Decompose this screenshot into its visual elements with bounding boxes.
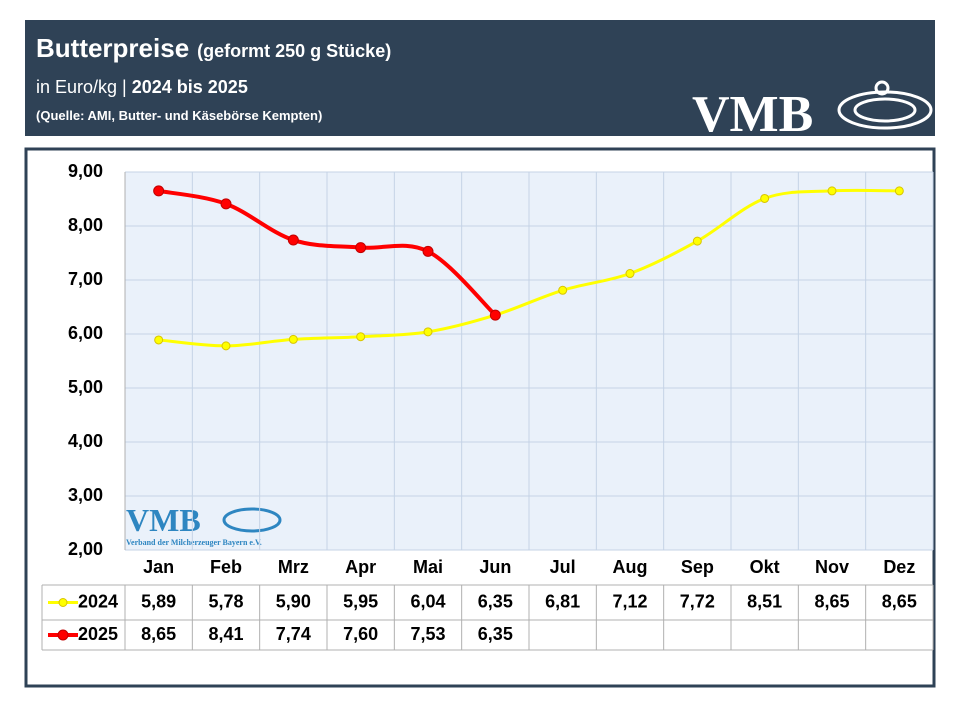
value-label: 8,41 (208, 624, 243, 644)
logo-icon (837, 80, 933, 130)
marker (153, 185, 165, 197)
marker (423, 327, 433, 337)
legend-label: 2025 (78, 624, 118, 644)
y-tick-label: 7,00 (68, 269, 103, 289)
x-tick-label: Apr (345, 557, 376, 577)
value-label: 7,12 (612, 591, 647, 611)
value-label: 6,35 (478, 624, 513, 644)
series-line (158, 188, 900, 348)
value-label: 6,35 (478, 591, 513, 611)
x-tick-label: Mai (413, 557, 443, 577)
watermark: VMB Verband der Milcherzeuger Bayern e.V… (126, 502, 282, 547)
value-label: 7,53 (410, 624, 445, 644)
marker (760, 193, 770, 203)
value-label: 5,89 (141, 591, 176, 611)
x-tick-label: Feb (210, 557, 242, 577)
value-label: 5,78 (208, 591, 243, 611)
value-label: 7,72 (680, 591, 715, 611)
x-tick-label: Sep (681, 557, 714, 577)
watermark-text: Verband der Milcherzeuger Bayern e.V. (126, 538, 262, 547)
title-main: Butterpreise (36, 33, 189, 63)
value-label: 8,65 (814, 591, 849, 611)
legend-label: 2024 (78, 591, 118, 611)
y-tick-label: 6,00 (68, 323, 103, 343)
y-tick-label: 8,00 (68, 215, 103, 235)
logo: VMB (692, 86, 813, 143)
marker (558, 285, 568, 295)
x-tick-label: Jun (479, 557, 511, 577)
y-tick-label: 5,00 (68, 377, 103, 397)
marker (422, 245, 434, 257)
y-tick-label: 2,00 (68, 539, 103, 559)
x-tick-label: Mrz (278, 557, 309, 577)
value-label: 8,51 (747, 591, 782, 611)
marker (692, 236, 702, 246)
watermark-logo: VMB (126, 502, 201, 538)
subtitle: in Euro/kg | 2024 bis 2025 (36, 77, 248, 97)
value-label: 5,90 (276, 591, 311, 611)
marker (356, 332, 366, 342)
marker (220, 198, 232, 210)
value-label: 6,04 (410, 591, 445, 611)
x-tick-label: Nov (815, 557, 849, 577)
x-tick-label: Aug (613, 557, 648, 577)
title: Butterpreise (geformt 250 g Stücke) (36, 33, 391, 63)
marker (288, 334, 298, 344)
value-label: 8,65 (141, 624, 176, 644)
marker (625, 269, 635, 279)
y-tick-label: 9,00 (68, 161, 103, 181)
value-label: 7,60 (343, 624, 378, 644)
header-band (25, 20, 935, 136)
value-label: 6,81 (545, 591, 580, 611)
y-tick-label: 3,00 (68, 485, 103, 505)
marker (287, 234, 299, 246)
x-tick-label: Jul (550, 557, 576, 577)
title-note: (geformt 250 g Stücke) (197, 41, 391, 61)
value-label: 5,95 (343, 591, 378, 611)
subtitle-years: 2024 bis 2025 (132, 77, 248, 97)
watermark-icon (222, 507, 282, 533)
marker (894, 186, 904, 196)
legend-marker (57, 629, 69, 641)
subtitle-unit: in Euro/kg | (36, 77, 127, 97)
marker (355, 242, 367, 254)
value-label: 8,65 (882, 591, 917, 611)
x-tick-label: Okt (750, 557, 780, 577)
marker (221, 341, 231, 351)
marker (154, 335, 164, 345)
x-tick-label: Jan (143, 557, 174, 577)
value-label: 7,74 (276, 624, 311, 644)
legend-marker (58, 598, 68, 607)
source: (Quelle: AMI, Butter- und Käsebörse Kemp… (36, 108, 322, 123)
y-tick-label: 4,00 (68, 431, 103, 451)
marker (827, 186, 837, 196)
x-tick-label: Dez (883, 557, 915, 577)
series-line (158, 188, 497, 317)
marker (489, 309, 501, 321)
